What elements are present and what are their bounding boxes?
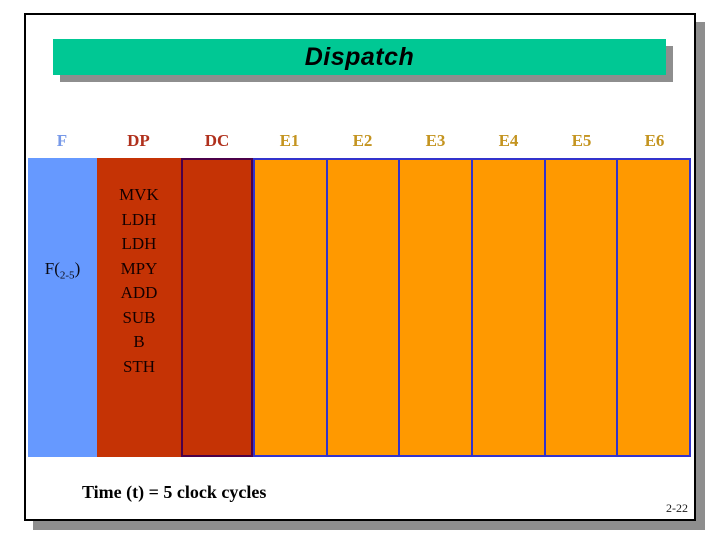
caption: Time (t) = 5 clock cycles bbox=[82, 482, 267, 502]
stage-header-e3: E3 bbox=[425, 131, 446, 150]
slide: Dispatch F DP DC E1 E2 E3 E4 E5 E6 F(2-5… bbox=[24, 13, 696, 521]
instruction-line: SUB bbox=[122, 307, 156, 327]
fetch-column: F(2-5) bbox=[28, 158, 97, 457]
stage-header-dc: DC bbox=[204, 131, 230, 150]
fetch-label-open: F( bbox=[44, 259, 60, 278]
pipeline-band: F(2-5) MVK LDH LDH MPY ADD SUB B STH bbox=[26, 158, 694, 457]
page-number: 2-22 bbox=[666, 501, 688, 515]
slide-title: Dispatch bbox=[304, 42, 415, 71]
stage-header-e4: E4 bbox=[498, 131, 519, 150]
fetch-range-label: F(2-5) bbox=[28, 259, 97, 281]
stage-header-e2: E2 bbox=[352, 131, 373, 150]
stage-header-e5: E5 bbox=[571, 131, 592, 150]
fetch-label-close: ) bbox=[74, 259, 81, 278]
execute-cell-e2 bbox=[327, 160, 401, 455]
instruction-line: LDH bbox=[121, 234, 157, 253]
stage-header-e6: E6 bbox=[644, 131, 665, 150]
instruction-line: LDH bbox=[121, 209, 157, 229]
stage-header-dp: DP bbox=[127, 131, 150, 150]
stage-header-f: F bbox=[56, 131, 68, 150]
execute-cell-e1 bbox=[255, 160, 328, 455]
decode-column bbox=[181, 158, 253, 457]
instruction-line: ADD bbox=[120, 283, 158, 302]
instruction-line: MVK bbox=[119, 185, 159, 204]
execute-cell-e4 bbox=[473, 160, 546, 455]
instruction-list: MVK LDH LDH MPY ADD SUB B STH bbox=[97, 158, 181, 379]
stage-header-row: F DP DC E1 E2 E3 E4 E5 E6 bbox=[26, 131, 694, 153]
fetch-label-subscript: 2-5 bbox=[59, 269, 75, 282]
title-bar: Dispatch bbox=[53, 39, 666, 75]
instruction-line: STH bbox=[122, 356, 156, 376]
execute-band bbox=[253, 158, 691, 457]
instruction-line: B bbox=[133, 332, 145, 351]
stage-header-e1: E1 bbox=[279, 131, 300, 150]
dispatch-column: MVK LDH LDH MPY ADD SUB B STH bbox=[97, 158, 181, 457]
execute-cell-e3 bbox=[400, 160, 474, 455]
execute-cell-e5 bbox=[545, 160, 619, 455]
execute-cell-e6 bbox=[618, 160, 690, 455]
instruction-line: MPY bbox=[120, 258, 158, 278]
